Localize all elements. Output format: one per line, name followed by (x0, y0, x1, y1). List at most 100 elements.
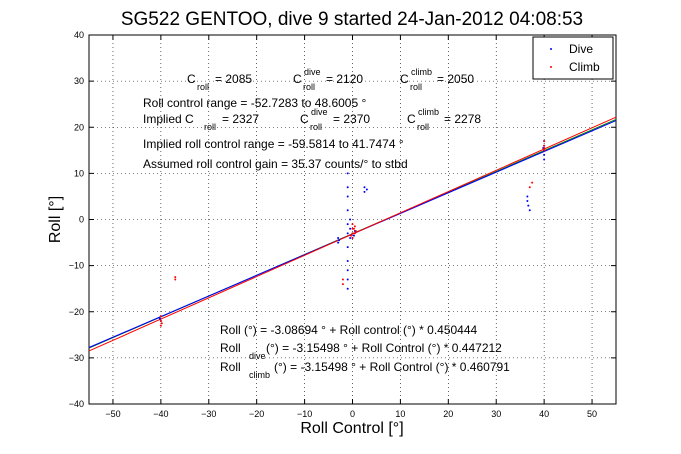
fit-climb-rest: (°) = -3.15498 ° + Roll Control (°) * 0.… (274, 360, 510, 374)
fit-climb-sub: climb (249, 370, 270, 380)
x-tick-label: −20 (249, 409, 264, 419)
legend-box (532, 36, 614, 80)
fit-climb-roll: Roll (220, 360, 241, 374)
fit-dive-sub: dive (249, 351, 266, 361)
point-climb (531, 181, 534, 184)
y-tick-label: 40 (74, 30, 84, 40)
point-dive (346, 269, 349, 272)
c-roll-climb-sub: roll (410, 82, 422, 92)
fit-climb-annotation: Roll climb (°) = -3.15498 ° + Roll Contr… (220, 360, 510, 380)
implied-c-roll-value: = 2327 (222, 112, 259, 126)
c-roll-dive-sub: roll (303, 82, 315, 92)
implied-climb-label: C (407, 112, 416, 126)
implied-dive-sub: roll (310, 122, 322, 132)
implied-range-text: Implied roll control range = -59.5814 to… (143, 137, 404, 151)
point-dive (337, 236, 340, 239)
point-dive (346, 172, 349, 175)
legend: Dive Climb (532, 36, 614, 80)
point-climb (354, 230, 357, 233)
point-dive (346, 246, 349, 249)
y-tick-label: 10 (74, 168, 84, 178)
y-tick-label: −10 (69, 261, 84, 271)
c-roll-dive-sup: dive (304, 67, 321, 77)
point-dive (349, 236, 352, 239)
control-range-text: Roll control range = -52.7283 to 48.6005… (143, 96, 366, 110)
fit-dive-roll: Roll (220, 341, 241, 355)
point-climb (174, 278, 177, 281)
grid (89, 35, 616, 404)
implied-dive-value: = 2370 (333, 112, 370, 126)
fit-dive-annotation: Roll dive (°) = -3.15498 ° + Roll Contro… (220, 341, 502, 361)
c-roll-sub: roll (197, 82, 209, 92)
point-dive (352, 234, 355, 237)
annotations: C roll = 2085 C dive roll = 2120 C climb… (143, 67, 510, 380)
fit-dive-rest: (°) = -3.15498 ° + Roll Control (°) * 0.… (266, 341, 502, 355)
point-climb (159, 319, 162, 322)
point-climb (159, 315, 162, 318)
point-climb (351, 236, 354, 239)
point-dive (346, 223, 349, 226)
y-tick-label: −40 (69, 399, 84, 409)
x-tick-label: 40 (539, 409, 549, 419)
point-dive (349, 227, 352, 230)
fit-all-text: Roll (°) = -3.08694 ° + Roll control (°)… (220, 323, 478, 337)
point-dive (346, 195, 349, 198)
point-climb (528, 186, 531, 189)
x-tick-label: 20 (443, 409, 453, 419)
point-dive (158, 317, 161, 320)
x-tick-label: −10 (297, 409, 312, 419)
point-dive (527, 204, 530, 207)
point-dive (337, 241, 340, 244)
x-tick-label: 0 (350, 409, 355, 419)
y-tick-label: 30 (74, 76, 84, 86)
point-climb (351, 223, 354, 226)
point-dive (349, 218, 352, 221)
legend-dive-marker (550, 48, 552, 50)
x-tick-label: −40 (153, 409, 168, 419)
c-roll-dive-label: C (293, 72, 302, 86)
implied-dive-label: C (300, 112, 309, 126)
point-dive (346, 232, 349, 235)
c-roll-climb-label: C (400, 72, 409, 86)
point-dive (526, 195, 529, 198)
implied-c-roll-label: Implied C (143, 112, 194, 126)
data-points (158, 140, 546, 327)
point-dive (363, 190, 366, 193)
point-dive (346, 186, 349, 189)
point-dive (543, 158, 546, 161)
point-climb (174, 276, 177, 279)
point-dive (346, 287, 349, 290)
chart-title: SG522 GENTOO, dive 9 started 24-Jan-2012… (121, 9, 583, 30)
implied-annotation: Implied C roll = 2327 C dive roll = 2370… (143, 107, 481, 132)
point-climb (351, 232, 354, 235)
point-dive (528, 209, 531, 212)
gain-text: Assumed roll control gain = 35.37 counts… (143, 157, 408, 171)
point-climb (341, 283, 344, 286)
x-tick-label: 50 (587, 409, 597, 419)
x-tick-label: 10 (395, 409, 405, 419)
point-climb (341, 278, 344, 281)
x-tick-label: 30 (491, 409, 501, 419)
point-dive (543, 153, 546, 156)
point-climb (543, 140, 546, 143)
x-axis-label: Roll Control [°] (300, 420, 403, 437)
point-climb (353, 232, 356, 235)
point-climb (543, 144, 546, 147)
implied-dive-sup: dive (311, 107, 328, 117)
implied-climb-sup: climb (418, 107, 439, 117)
x-tick-label: −30 (201, 409, 216, 419)
point-climb (159, 324, 162, 327)
c-roll-climb-sup: climb (411, 67, 432, 77)
c-roll-annotation: C roll = 2085 C dive roll = 2120 C climb… (187, 67, 474, 92)
point-dive (526, 200, 529, 203)
implied-c-roll-sub: roll (204, 122, 216, 132)
point-dive (346, 209, 349, 212)
implied-climb-value: = 2278 (444, 112, 481, 126)
legend-climb-marker (550, 66, 552, 68)
point-dive (363, 186, 366, 189)
c-roll-value: = 2085 (215, 72, 252, 86)
y-axis-label: Roll [°] (47, 196, 64, 243)
point-climb (160, 322, 163, 325)
point-dive (365, 188, 368, 191)
